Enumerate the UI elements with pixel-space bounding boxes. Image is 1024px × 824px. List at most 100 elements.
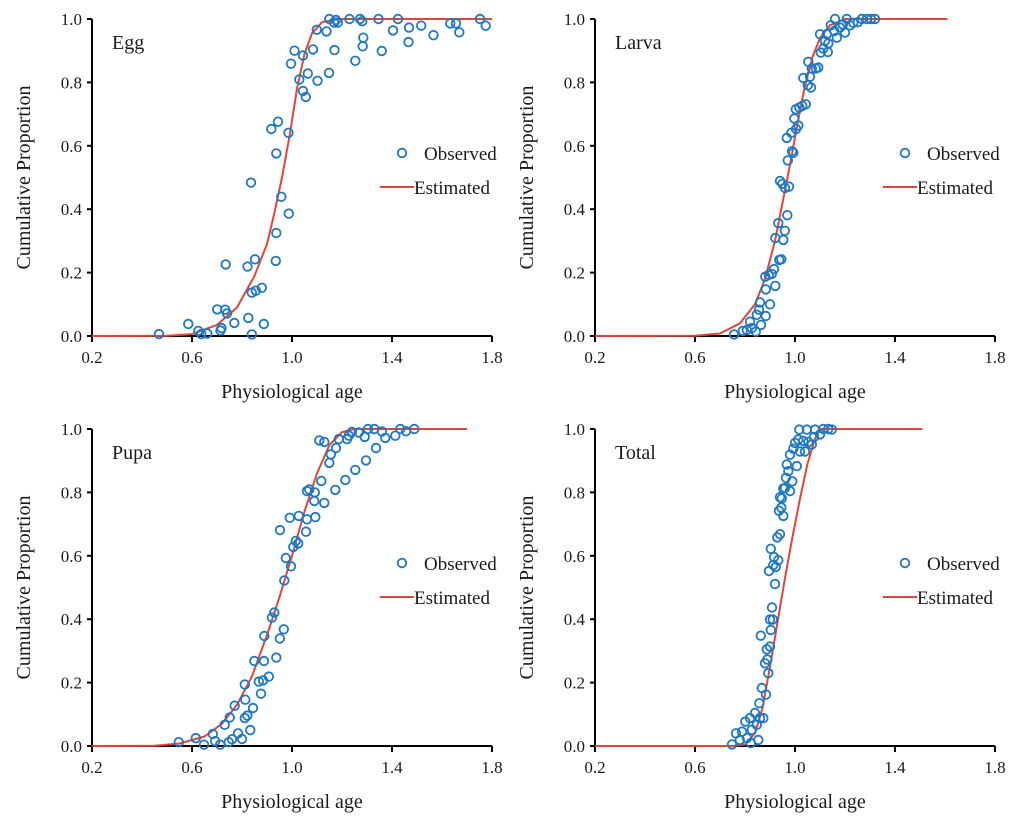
observed-point xyxy=(403,36,414,48)
observed-point xyxy=(786,145,798,157)
observed-point xyxy=(814,29,826,40)
observed-point xyxy=(269,607,280,618)
observed-point xyxy=(474,13,486,25)
x-tick-label: 1.4 xyxy=(884,758,906,777)
y-axis-title: Cumulative Proportion xyxy=(13,86,35,270)
observed-point xyxy=(290,535,302,547)
observed-point xyxy=(773,217,784,229)
observed-point xyxy=(310,511,321,523)
observed-point xyxy=(805,82,817,93)
observed-point xyxy=(781,459,793,470)
observed-point xyxy=(247,702,259,714)
legend-estimated-label: Estimated xyxy=(414,178,490,199)
x-tick-label: 0.2 xyxy=(584,758,605,777)
observed-point xyxy=(753,734,764,746)
observed-point xyxy=(153,328,165,340)
panel-pupa: 0.0 0.2 0.4 0.6 0.8 1.0 0.2 0.6 1.0 1.4 1.8 Physiol… xyxy=(13,420,503,813)
observed-point xyxy=(249,254,261,265)
observed-point xyxy=(736,726,748,737)
observed-point xyxy=(758,712,769,724)
observed-point xyxy=(236,733,248,745)
observed-point xyxy=(330,14,342,26)
observed-point xyxy=(240,694,251,705)
observed-point xyxy=(285,561,297,572)
observed-point xyxy=(344,13,355,25)
panel-label: Pupa xyxy=(112,442,152,464)
observed-point xyxy=(259,630,270,642)
observed-points xyxy=(728,13,881,340)
observed-point xyxy=(276,191,287,203)
y-tick-label: 0.6 xyxy=(564,137,585,156)
observed-point xyxy=(766,268,778,280)
observed-point xyxy=(300,526,312,537)
observed-point xyxy=(301,514,313,525)
observed-point xyxy=(284,512,296,524)
observed-point xyxy=(813,62,824,73)
observed-point xyxy=(229,700,240,711)
observed-point xyxy=(319,436,330,448)
x-tick-label: 1.8 xyxy=(481,758,502,777)
observed-point xyxy=(788,147,799,159)
y-tick-label: 0.4 xyxy=(61,610,83,629)
x-tick-label: 0.2 xyxy=(584,348,605,367)
observed-point xyxy=(319,497,330,509)
x-tick-label: 0.2 xyxy=(81,348,102,367)
legend-observed-marker xyxy=(899,557,911,569)
observed-point xyxy=(321,26,332,37)
observed-point xyxy=(416,20,427,31)
observed-point xyxy=(778,510,789,522)
observed-point xyxy=(403,22,415,33)
observed-point xyxy=(787,476,798,487)
observed-point xyxy=(869,13,881,25)
observed-point xyxy=(263,671,275,682)
y-tick-label: 1.0 xyxy=(61,420,82,439)
legend-observed-label: Observed xyxy=(424,554,497,575)
observed-point xyxy=(793,120,804,131)
observed-point xyxy=(220,259,231,270)
observed-point xyxy=(764,299,776,310)
observed-point xyxy=(272,116,284,127)
observed-point xyxy=(779,225,791,237)
x-tick-label: 0.6 xyxy=(181,348,202,367)
observed-point xyxy=(373,13,384,25)
observed-point xyxy=(798,72,809,84)
observed-point xyxy=(769,578,781,590)
observed-point xyxy=(760,284,772,295)
observed-point xyxy=(278,624,290,635)
observed-point xyxy=(774,175,786,187)
observed-point xyxy=(865,13,877,25)
observed-point xyxy=(350,55,361,67)
observed-point xyxy=(311,24,323,36)
observed-point xyxy=(245,724,256,736)
observed-point xyxy=(728,329,740,340)
observed-point xyxy=(766,602,778,613)
observed-point xyxy=(279,575,290,586)
observed-point xyxy=(754,297,766,308)
y-axis-title: Cumulative Proportion xyxy=(516,86,538,270)
observed-point xyxy=(239,679,251,690)
observed-point xyxy=(370,442,382,454)
observed-point xyxy=(289,45,300,56)
y-tick-label: 0.4 xyxy=(564,610,586,629)
y-tick-label: 1.0 xyxy=(564,420,585,439)
observed-point xyxy=(793,434,804,445)
observed-point xyxy=(242,710,253,721)
observed-point xyxy=(271,652,282,663)
observed-point xyxy=(783,466,794,477)
observed-point xyxy=(309,495,320,507)
observed-point xyxy=(332,17,344,28)
observed-point xyxy=(294,74,305,85)
observed-point xyxy=(312,75,323,87)
observed-point xyxy=(280,552,292,564)
observed-point xyxy=(300,91,312,103)
observed-point xyxy=(271,227,282,239)
x-tick-label: 0.6 xyxy=(181,758,202,777)
observed-point xyxy=(409,423,420,435)
observed-point xyxy=(798,435,809,447)
observed-point xyxy=(755,319,767,331)
observed-point xyxy=(376,45,388,57)
observed-point xyxy=(480,20,491,31)
panel-total: 0.0 0.2 0.4 0.6 0.8 1.0 0.2 0.6 1.0 1.4 1.8 Physiol… xyxy=(516,420,1006,813)
observed-point xyxy=(314,435,325,446)
observed-point xyxy=(285,58,297,69)
